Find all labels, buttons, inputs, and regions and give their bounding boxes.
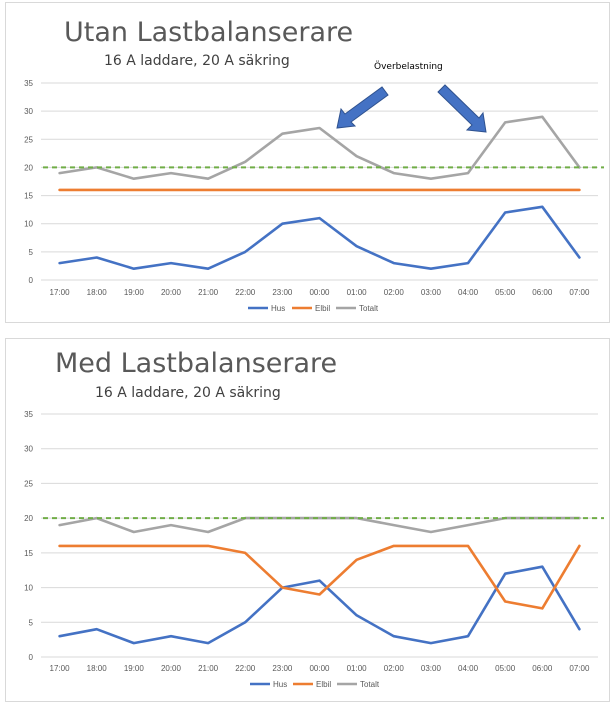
series-line-elbil	[58, 544, 581, 610]
x-tick-label: 21:00	[198, 288, 219, 297]
y-tick-label: 0	[29, 653, 34, 662]
chart-title: Utan Lastbalanserare	[64, 17, 353, 48]
chart-panel-with-load-balancer: Med Lastbalanserare 16 A laddare, 20 A sä…	[5, 338, 610, 702]
x-tick-label: 07:00	[569, 288, 590, 297]
x-tick-label: 23:00	[272, 288, 293, 297]
chart-title: Med Lastbalanserare	[55, 348, 337, 379]
chart-subtitle: 16 A laddare, 20 A säkring	[95, 385, 281, 401]
series-line-hus	[58, 565, 581, 645]
x-tick-label: 22:00	[235, 664, 256, 673]
y-tick-label: 20	[24, 163, 33, 172]
arrow-left-icon	[336, 86, 389, 129]
legend-label: Elbil	[316, 680, 331, 689]
y-tick-label: 25	[24, 479, 33, 488]
x-tick-label: 07:00	[569, 664, 590, 673]
chart-subtitle: 16 A laddare, 20 A säkring	[104, 53, 290, 69]
series-line-totalt	[58, 115, 581, 180]
x-tick-label: 21:00	[198, 664, 219, 673]
y-tick-label: 30	[24, 445, 33, 454]
x-tick-label: 05:00	[495, 288, 516, 297]
x-tick-label: 04:00	[458, 664, 479, 673]
y-tick-label: 30	[24, 107, 33, 116]
legend-label: Totalt	[359, 304, 379, 313]
y-tick-label: 5	[29, 618, 34, 627]
x-tick-label: 03:00	[421, 664, 442, 673]
x-tick-label: 20:00	[161, 288, 182, 297]
y-tick-label: 35	[24, 79, 33, 88]
x-tick-label: 22:00	[235, 288, 256, 297]
x-tick-label: 00:00	[309, 664, 330, 673]
legend-label: Elbil	[315, 304, 330, 313]
x-tick-label: 18:00	[87, 664, 108, 673]
x-tick-label: 02:00	[384, 288, 405, 297]
y-tick-label: 10	[24, 584, 33, 593]
overload-annotation: Överbelastning	[374, 61, 443, 72]
y-tick-label: 15	[24, 549, 33, 558]
legend-label: Hus	[273, 680, 287, 689]
x-tick-label: 01:00	[347, 288, 368, 297]
x-tick-label: 17:00	[50, 288, 71, 297]
chart-with-load-balancer: Med Lastbalanserare 16 A laddare, 20 A sä…	[24, 348, 604, 689]
y-tick-label: 10	[24, 220, 33, 229]
x-tick-label: 00:00	[309, 288, 330, 297]
y-tick-label: 25	[24, 135, 33, 144]
x-tick-label: 05:00	[495, 664, 516, 673]
arrow-right-icon	[437, 84, 487, 133]
x-tick-label: 02:00	[384, 664, 405, 673]
y-tick-label: 5	[29, 248, 34, 257]
legend-label: Hus	[271, 304, 285, 313]
series-line-hus	[58, 205, 581, 271]
x-tick-label: 01:00	[347, 664, 368, 673]
y-tick-label: 15	[24, 192, 33, 201]
chart-without-load-balancer: Utan Lastbalanserare 16 A laddare, 20 A s…	[24, 17, 604, 313]
x-tick-label: 04:00	[458, 288, 479, 297]
x-tick-label: 06:00	[532, 664, 553, 673]
series-line-totalt	[58, 516, 581, 534]
y-tick-label: 0	[29, 276, 34, 285]
x-tick-label: 18:00	[87, 288, 108, 297]
y-tick-label: 35	[24, 410, 33, 419]
x-tick-label: 03:00	[421, 288, 442, 297]
legend-label: Totalt	[360, 680, 380, 689]
x-tick-label: 19:00	[124, 288, 145, 297]
x-tick-label: 20:00	[161, 664, 182, 673]
x-tick-label: 17:00	[50, 664, 71, 673]
x-tick-label: 19:00	[124, 664, 145, 673]
y-tick-label: 20	[24, 514, 33, 523]
chart-panel-without-load-balancer: Utan Lastbalanserare 16 A laddare, 20 A s…	[5, 2, 610, 323]
x-tick-label: 23:00	[272, 664, 293, 673]
x-tick-label: 06:00	[532, 288, 553, 297]
